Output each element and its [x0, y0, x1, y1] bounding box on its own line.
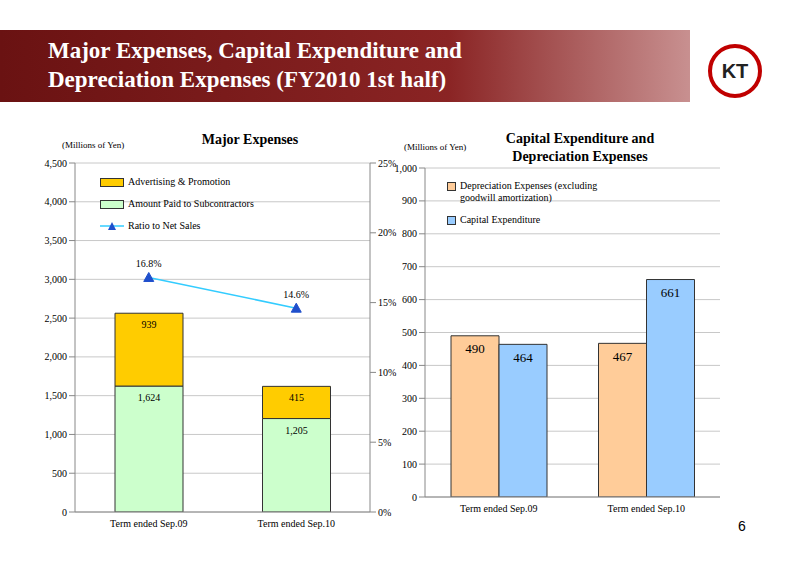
svg-text:490: 490: [465, 341, 485, 356]
svg-text:900: 900: [402, 195, 417, 206]
svg-text:2,500: 2,500: [45, 313, 68, 324]
svg-text:2,000: 2,000: [45, 351, 68, 362]
svg-text:500: 500: [402, 327, 417, 338]
svg-text:661: 661: [661, 285, 681, 300]
html-text:6: 6: [738, 518, 746, 534]
html-text:Depreciation Expenses (excludi: Depreciation Expenses (excluding goodwil…: [460, 180, 598, 203]
svg-text:800: 800: [402, 228, 417, 239]
svg-text:1,500: 1,500: [45, 390, 68, 401]
svg-text:939: 939: [142, 319, 157, 330]
svg-text:Term ended Sep.10: Term ended Sep.10: [258, 518, 335, 529]
svg-text:1,000: 1,000: [45, 429, 68, 440]
svg-text:1,624: 1,624: [138, 392, 161, 403]
svg-text:600: 600: [402, 294, 417, 305]
svg-text:25%: 25%: [378, 157, 397, 169]
html-text:Ratio to Net Sales: Ratio to Net Sales: [128, 220, 201, 231]
svg-text:500: 500: [52, 468, 67, 479]
svg-text:Term ended Sep.09: Term ended Sep.09: [110, 518, 187, 529]
svg-text:0%: 0%: [378, 507, 391, 518]
html-text:Amount Paid to Subcontractors: Amount Paid to Subcontractors: [128, 198, 254, 209]
svg-text:4,000: 4,000: [45, 196, 68, 207]
html-text:(Millions of Yen): (Millions of Yen): [404, 142, 467, 152]
svg-text:200: 200: [402, 426, 417, 437]
svg-text:100: 100: [402, 459, 417, 470]
html-text:Capital Expenditure: Capital Expenditure: [460, 214, 541, 225]
svg-text:300: 300: [402, 393, 417, 404]
svg-text:3,000: 3,000: [45, 274, 68, 285]
svg-text:464: 464: [513, 350, 533, 365]
svg-text:10%: 10%: [378, 367, 396, 378]
html-text:Advertising & Promotion: Advertising & Promotion: [128, 176, 231, 187]
html-text:Depreciation Expenses (FY2010: Depreciation Expenses (FY2010 1st half): [48, 67, 447, 92]
svg-text:467: 467: [613, 349, 633, 364]
svg-text:400: 400: [402, 360, 417, 371]
svg-text:0: 0: [62, 507, 67, 518]
svg-text:4,500: 4,500: [45, 158, 68, 169]
svg-text:1,205: 1,205: [285, 425, 308, 436]
svg-text:15%: 15%: [378, 297, 396, 308]
svg-text:1,000: 1,000: [395, 163, 418, 174]
svg-text:14.6%: 14.6%: [283, 289, 309, 300]
svg-text:Term ended Sep.10: Term ended Sep.10: [608, 503, 685, 514]
svg-text:16.8%: 16.8%: [136, 258, 162, 269]
svg-text:5%: 5%: [378, 437, 391, 448]
svg-text:415: 415: [289, 392, 304, 403]
html-text:(Millions of Yen): (Millions of Yen): [62, 140, 125, 150]
html-text:KT: KT: [721, 59, 749, 82]
svg-text:0: 0: [412, 492, 417, 503]
html-text:Major Expenses: Major Expenses: [201, 132, 299, 147]
svg-text:Term ended Sep.09: Term ended Sep.09: [460, 503, 537, 514]
html-text:Capital Expenditure and Deprec: Capital Expenditure and Depreciation Exp…: [505, 131, 655, 164]
svg-text:700: 700: [402, 261, 417, 272]
svg-text:3,500: 3,500: [45, 235, 68, 246]
svg-text:20%: 20%: [378, 227, 396, 238]
html-text:Major Expenses, Capital Expend: Major Expenses, Capital Expenditure and: [48, 38, 462, 63]
